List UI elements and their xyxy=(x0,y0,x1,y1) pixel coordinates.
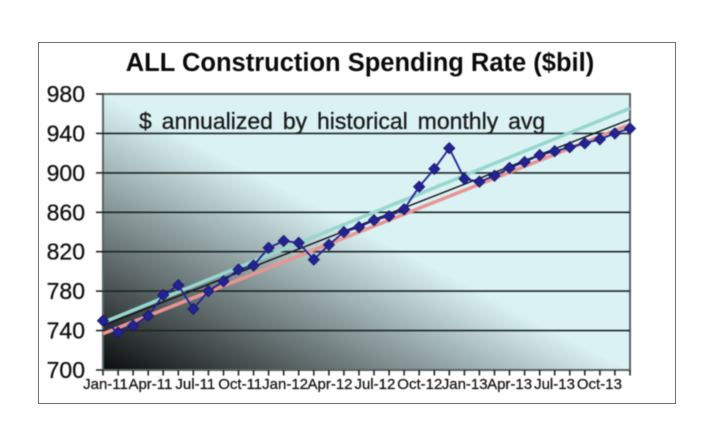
svg-text:940: 940 xyxy=(47,120,85,146)
svg-text:980: 980 xyxy=(47,81,85,107)
svg-text:700: 700 xyxy=(47,357,85,383)
svg-text:820: 820 xyxy=(47,239,85,265)
svg-text:Jul-12: Jul-12 xyxy=(354,376,395,393)
svg-text:900: 900 xyxy=(47,160,85,186)
svg-text:Jul-11: Jul-11 xyxy=(175,376,215,393)
svg-text:Oct-11: Oct-11 xyxy=(218,376,262,393)
svg-text:$ annualized by historical mon: $ annualized by historical monthly avg xyxy=(139,108,545,134)
svg-text:Jan-13: Jan-13 xyxy=(442,376,488,393)
svg-text:860: 860 xyxy=(47,199,85,225)
svg-text:Oct-13: Oct-13 xyxy=(577,376,622,393)
svg-text:Apr-11: Apr-11 xyxy=(128,376,172,393)
svg-text:ALL Construction Spending Rate: ALL Construction Spending Rate ($bil) xyxy=(126,49,594,77)
svg-text:Jan-12: Jan-12 xyxy=(262,376,308,393)
svg-text:Jul-13: Jul-13 xyxy=(534,376,575,393)
svg-text:780: 780 xyxy=(47,278,85,304)
svg-text:Oct-12: Oct-12 xyxy=(397,376,442,393)
svg-text:740: 740 xyxy=(47,318,85,344)
svg-text:Apr-12: Apr-12 xyxy=(307,376,352,393)
svg-text:Jan-11: Jan-11 xyxy=(83,376,128,393)
svg-text:Apr-13: Apr-13 xyxy=(487,376,532,393)
